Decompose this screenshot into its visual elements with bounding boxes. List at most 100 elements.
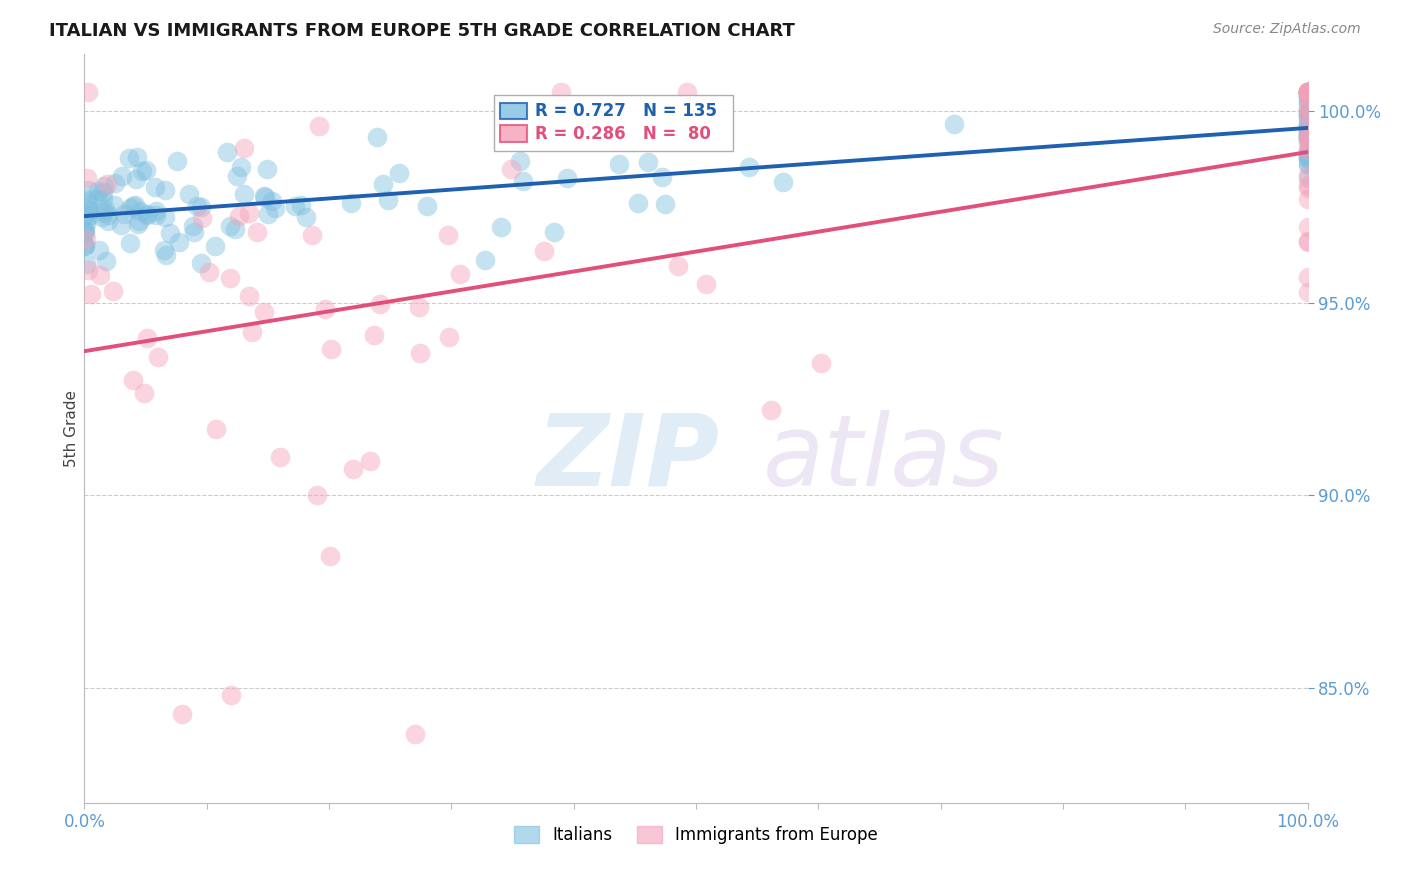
Point (1296, 85, 1319, 99)
Point (342, 461, 364, 475)
Point (1296, 149, 1319, 163)
Point (1296, 106, 1319, 120)
Point (1296, 132, 1319, 146)
Point (1296, 85, 1319, 99)
Point (1296, 147, 1319, 161)
Point (437, 330, 460, 344)
Text: Source: ZipAtlas.com: Source: ZipAtlas.com (1213, 22, 1361, 37)
Point (73, 238, 96, 252)
Point (73, 237, 96, 252)
Point (1296, 106, 1319, 120)
Point (1296, 156, 1319, 170)
Legend: Italians, Immigrants from Europe: Italians, Immigrants from Europe (508, 819, 884, 851)
Point (319, 549, 342, 563)
Point (1296, 168, 1319, 182)
Point (186, 199, 208, 213)
Point (135, 331, 157, 345)
Point (75, 256, 97, 270)
Point (198, 265, 221, 279)
Point (73, 226, 96, 240)
Point (1296, 128, 1319, 143)
Point (359, 454, 381, 468)
Point (1296, 87, 1319, 101)
Point (135, 162, 157, 177)
FancyBboxPatch shape (501, 103, 527, 120)
Point (637, 154, 659, 169)
Point (1296, 85, 1319, 99)
Point (76, 195, 98, 210)
Point (627, 195, 650, 210)
Point (1296, 85, 1319, 99)
Point (159, 227, 181, 241)
Point (181, 219, 204, 233)
Text: ITALIAN VS IMMIGRANTS FROM EUROPE 5TH GRADE CORRELATION CHART: ITALIAN VS IMMIGRANTS FROM EUROPE 5TH GR… (49, 22, 794, 40)
Point (73, 223, 96, 237)
Point (215, 145, 238, 159)
Point (256, 162, 278, 177)
FancyBboxPatch shape (494, 95, 733, 151)
Point (153, 244, 176, 258)
Y-axis label: 5th Grade: 5th Grade (63, 390, 79, 467)
Point (1296, 143, 1319, 157)
Point (122, 373, 145, 387)
Point (93, 179, 115, 194)
Point (91, 185, 114, 199)
Point (80, 208, 103, 222)
Point (204, 239, 226, 253)
Point (75, 238, 97, 252)
Point (437, 227, 460, 242)
Point (761, 403, 783, 417)
Point (86, 193, 108, 207)
Point (377, 193, 399, 207)
Point (1296, 120, 1319, 135)
Point (1296, 178, 1319, 193)
Point (183, 225, 205, 239)
Point (77, 85, 100, 99)
Point (93, 192, 115, 206)
Point (104, 176, 127, 190)
Point (167, 235, 190, 250)
Point (1296, 111, 1319, 125)
Point (810, 356, 832, 370)
Point (1296, 285, 1319, 300)
Point (132, 386, 155, 401)
Point (136, 207, 159, 221)
Point (509, 154, 531, 169)
FancyBboxPatch shape (501, 126, 527, 142)
Point (533, 244, 555, 258)
Point (224, 222, 246, 236)
Point (110, 218, 132, 232)
Point (146, 350, 169, 364)
Point (229, 160, 252, 174)
Point (143, 180, 166, 194)
Point (131, 164, 153, 178)
Point (409, 345, 432, 359)
Point (555, 171, 578, 186)
Point (1296, 104, 1319, 119)
Point (225, 169, 247, 183)
Point (75, 217, 97, 231)
Point (1296, 85, 1319, 99)
Point (1296, 85, 1319, 99)
Point (1296, 234, 1319, 248)
Point (1296, 95, 1319, 110)
Point (314, 301, 336, 316)
Point (172, 707, 194, 722)
Point (262, 194, 284, 209)
Point (128, 214, 150, 228)
Point (118, 151, 141, 165)
Point (76, 171, 98, 186)
Point (219, 270, 242, 285)
Point (290, 198, 312, 212)
Point (75, 231, 97, 245)
Point (73, 207, 96, 221)
Point (219, 688, 242, 702)
Point (1296, 128, 1319, 143)
Point (1296, 94, 1319, 108)
Point (232, 141, 254, 155)
Point (1296, 131, 1319, 145)
Point (125, 172, 148, 186)
Point (654, 197, 676, 211)
Point (94, 202, 117, 216)
Point (205, 422, 228, 436)
